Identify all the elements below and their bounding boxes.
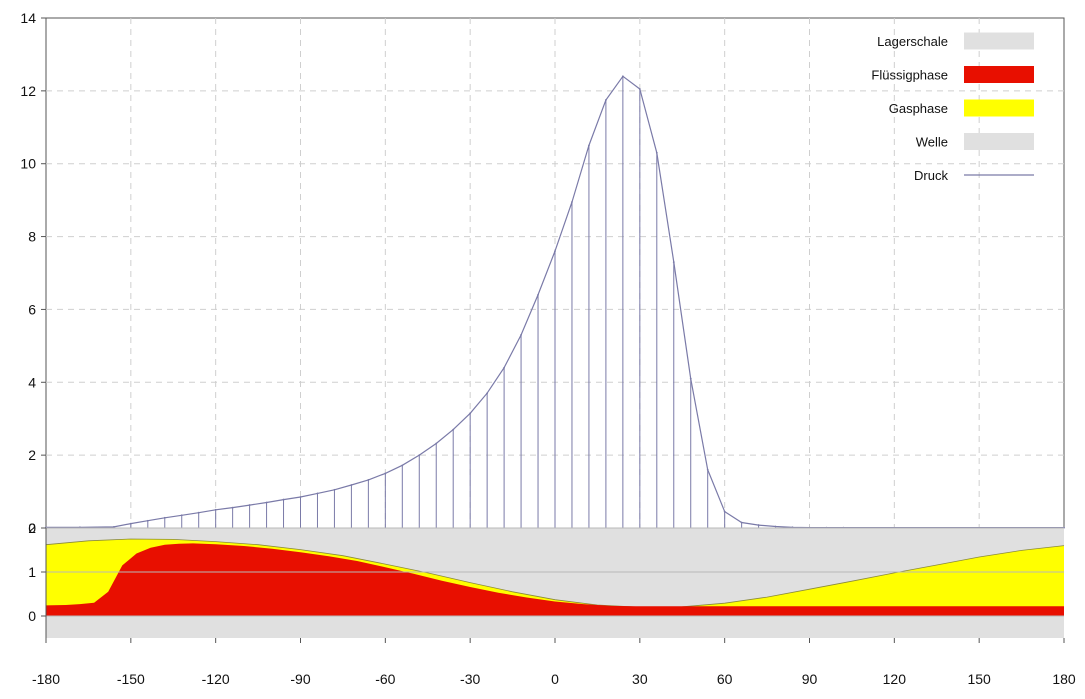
legend-swatch xyxy=(964,66,1034,83)
x-tick-label: -120 xyxy=(202,671,230,687)
legend-label: Druck xyxy=(914,168,948,183)
x-tick-label: -30 xyxy=(460,671,480,687)
pressure-point xyxy=(503,366,505,369)
x-tick-label: -180 xyxy=(32,671,60,687)
pressure-point xyxy=(774,525,777,528)
film-y-tick-label: 1 xyxy=(28,564,36,580)
pressure-point xyxy=(265,501,268,504)
pressure-point xyxy=(469,412,472,415)
legend-label: Welle xyxy=(916,135,948,150)
x-tick-label: 120 xyxy=(883,671,907,687)
gas-phase-outline xyxy=(45,538,1065,608)
pressure-point xyxy=(248,504,251,506)
legend-swatch xyxy=(964,133,1034,150)
y-tick-label: 0 xyxy=(28,520,36,536)
pressure-point xyxy=(163,516,166,519)
shaft-area xyxy=(46,616,1064,638)
pressure-point xyxy=(435,442,438,445)
pressure-point xyxy=(588,144,590,147)
pressure-point xyxy=(333,488,336,491)
legend-label: Gasphase xyxy=(889,101,948,116)
film-y-tick-label: 0 xyxy=(28,608,36,624)
pressure-point xyxy=(520,334,522,336)
x-tick-label: 90 xyxy=(802,671,818,687)
pressure-point xyxy=(452,428,455,431)
pressure-point xyxy=(554,250,556,253)
legend-label: Lagerschale xyxy=(877,34,948,49)
film-y-tick-label: 2 xyxy=(28,520,36,536)
pressure-point xyxy=(316,492,319,495)
pressure-point xyxy=(571,201,573,203)
y-tick-label: 8 xyxy=(28,229,36,245)
pressure-point xyxy=(146,519,149,522)
pressure-point xyxy=(350,484,353,486)
pressure-point xyxy=(180,514,183,517)
liquid-phase-area xyxy=(46,543,1064,616)
pressure-point xyxy=(299,496,302,498)
pressure-point xyxy=(231,506,234,509)
pressure-point xyxy=(757,524,760,526)
pressure-point xyxy=(621,75,624,78)
pressure-point xyxy=(672,261,675,263)
film-panel: 0 1 2 xyxy=(28,520,1065,638)
pressure-hatching xyxy=(130,76,760,528)
y-tick-label: 6 xyxy=(28,301,36,317)
pressure-point xyxy=(214,508,217,511)
x-tick-label: 180 xyxy=(1052,671,1076,687)
pressure-point xyxy=(401,464,404,467)
pressure-point xyxy=(537,293,539,296)
x-tick-label: 30 xyxy=(632,671,648,687)
x-tick-label: 60 xyxy=(717,671,733,687)
x-tick-label: -60 xyxy=(375,671,395,687)
pressure-point xyxy=(723,510,726,513)
y-tick-label: 12 xyxy=(20,83,36,99)
x-tick-label: 150 xyxy=(967,671,991,687)
y-tick-label: 4 xyxy=(28,374,36,390)
pressure-point xyxy=(418,454,421,457)
legend-swatch xyxy=(964,32,1034,50)
pressure-point xyxy=(486,392,489,395)
pressure-point xyxy=(638,88,641,90)
pressure-point xyxy=(197,511,200,514)
pressure-point xyxy=(367,479,370,481)
pressure-point xyxy=(282,498,285,501)
y-tick-label: 10 xyxy=(20,156,36,172)
pressure-point xyxy=(706,468,709,471)
pressure-point xyxy=(740,521,743,524)
pressure-point xyxy=(384,472,387,475)
x-tick-label: -90 xyxy=(290,671,310,687)
x-tick-label: 0 xyxy=(551,671,559,687)
pressure-point xyxy=(605,99,607,101)
pressure-point xyxy=(112,526,115,528)
legend: Lagerschale Flüssigphase Gasphase Welle Druc… xyxy=(871,32,1034,183)
pressure-point xyxy=(689,377,692,380)
y-tick-label: 14 xyxy=(20,10,36,26)
y-tick-label: 2 xyxy=(28,447,36,463)
x-tick-label: -150 xyxy=(117,671,145,687)
legend-swatch xyxy=(964,99,1034,117)
legend-label: Flüssigphase xyxy=(871,68,948,83)
pressure-point xyxy=(129,522,132,525)
pressure-point xyxy=(655,151,658,154)
